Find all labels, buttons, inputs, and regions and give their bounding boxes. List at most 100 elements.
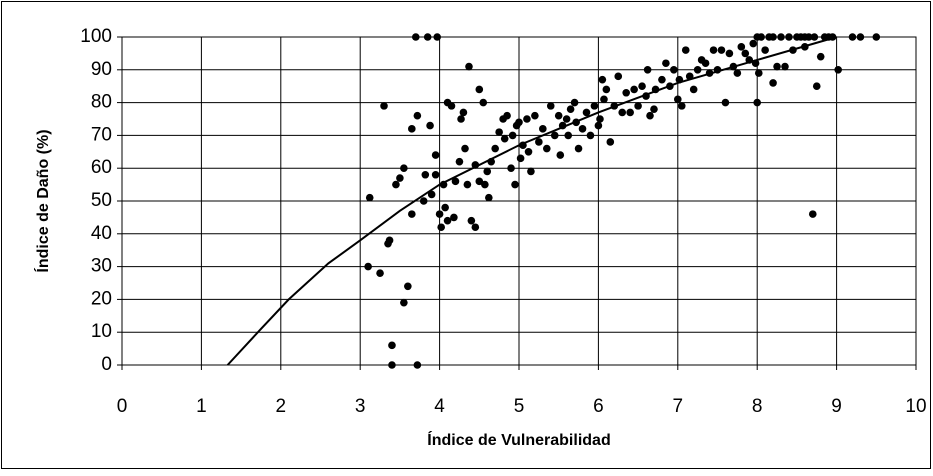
data-point — [400, 298, 408, 307]
data-point — [717, 46, 726, 54]
y-tick-label: 10 — [91, 321, 112, 342]
trend-line — [226, 36, 837, 366]
y-tick-label: 100 — [80, 26, 112, 47]
data-point — [408, 125, 416, 133]
data-point — [426, 121, 434, 130]
data-point — [364, 262, 372, 271]
data-point — [483, 167, 492, 176]
data-point — [812, 82, 821, 90]
data-point — [582, 108, 591, 117]
data-point — [596, 115, 604, 123]
data-point — [516, 154, 525, 163]
data-point — [546, 102, 555, 110]
data-point — [670, 66, 678, 74]
data-point — [500, 134, 509, 143]
data-point — [535, 138, 543, 146]
data-point — [451, 177, 460, 186]
data-point — [385, 236, 394, 245]
data-point — [423, 33, 432, 41]
data-point — [388, 361, 396, 369]
data-point — [733, 69, 742, 77]
data-point — [562, 115, 571, 123]
x-tick-label: 4 — [434, 396, 445, 417]
data-point — [542, 144, 551, 153]
data-point — [431, 151, 440, 159]
data-point — [801, 33, 809, 41]
data-point — [441, 203, 449, 212]
data-point — [566, 105, 575, 113]
data-point — [463, 180, 472, 189]
data-point — [413, 111, 422, 120]
data-point — [578, 125, 587, 133]
data-point — [392, 180, 400, 189]
data-point — [781, 62, 789, 71]
data-point — [455, 157, 464, 166]
data-point — [515, 118, 523, 127]
data-point — [511, 180, 519, 189]
x-tick-label: 9 — [831, 396, 842, 417]
data-point — [471, 223, 480, 232]
data-point — [550, 131, 559, 140]
data-point — [606, 138, 615, 146]
data-point — [769, 33, 777, 41]
y-tick-label: 80 — [91, 92, 112, 113]
x-tick-label: 0 — [117, 396, 128, 417]
data-point — [461, 144, 469, 153]
data-point — [630, 85, 638, 94]
data-point — [465, 62, 473, 71]
data-point — [872, 33, 881, 41]
data-point — [769, 79, 777, 87]
data-point — [761, 46, 769, 54]
data-point — [450, 213, 458, 222]
data-point — [590, 102, 599, 110]
data-point — [753, 33, 761, 41]
x-tick-label: 6 — [593, 396, 604, 417]
data-point — [689, 85, 698, 94]
data-point — [570, 98, 579, 107]
data-point — [431, 170, 440, 179]
data-point — [527, 167, 535, 176]
data-point — [754, 69, 763, 77]
y-tick-label: 70 — [91, 124, 112, 145]
y-tick-label: 50 — [91, 190, 112, 211]
data-point — [380, 102, 388, 110]
data-point — [479, 98, 488, 107]
data-point — [523, 115, 531, 123]
data-point — [459, 108, 468, 117]
data-point — [749, 39, 758, 48]
data-point — [834, 66, 842, 74]
data-point — [495, 128, 503, 136]
data-point — [443, 216, 452, 225]
data-point — [650, 105, 658, 113]
data-point — [524, 148, 533, 156]
data-point — [507, 164, 515, 172]
data-point — [376, 269, 384, 277]
data-point — [365, 193, 374, 202]
data-point — [388, 341, 396, 350]
data-point — [408, 210, 416, 218]
data-point — [508, 131, 517, 140]
data-point — [413, 361, 422, 369]
data-point — [709, 46, 718, 54]
data-point — [594, 121, 603, 130]
data-point — [447, 102, 456, 110]
data-point — [856, 33, 865, 41]
y-tick-label: 20 — [91, 288, 112, 309]
data-point — [564, 131, 573, 140]
data-point — [421, 170, 430, 179]
data-point — [457, 115, 465, 123]
x-axis-title: Índice de Vulnerabilidad — [427, 430, 610, 449]
plot-area — [121, 36, 917, 366]
data-point — [737, 43, 746, 51]
data-point — [554, 111, 563, 120]
data-point — [741, 49, 750, 58]
data-point — [503, 111, 511, 120]
data-point — [586, 131, 595, 140]
data-point — [785, 33, 793, 41]
data-point — [681, 46, 690, 54]
data-point — [475, 85, 484, 94]
data-point — [574, 144, 583, 153]
data-point — [848, 33, 857, 41]
x-tick-label: 8 — [752, 396, 763, 417]
data-point — [485, 193, 493, 202]
